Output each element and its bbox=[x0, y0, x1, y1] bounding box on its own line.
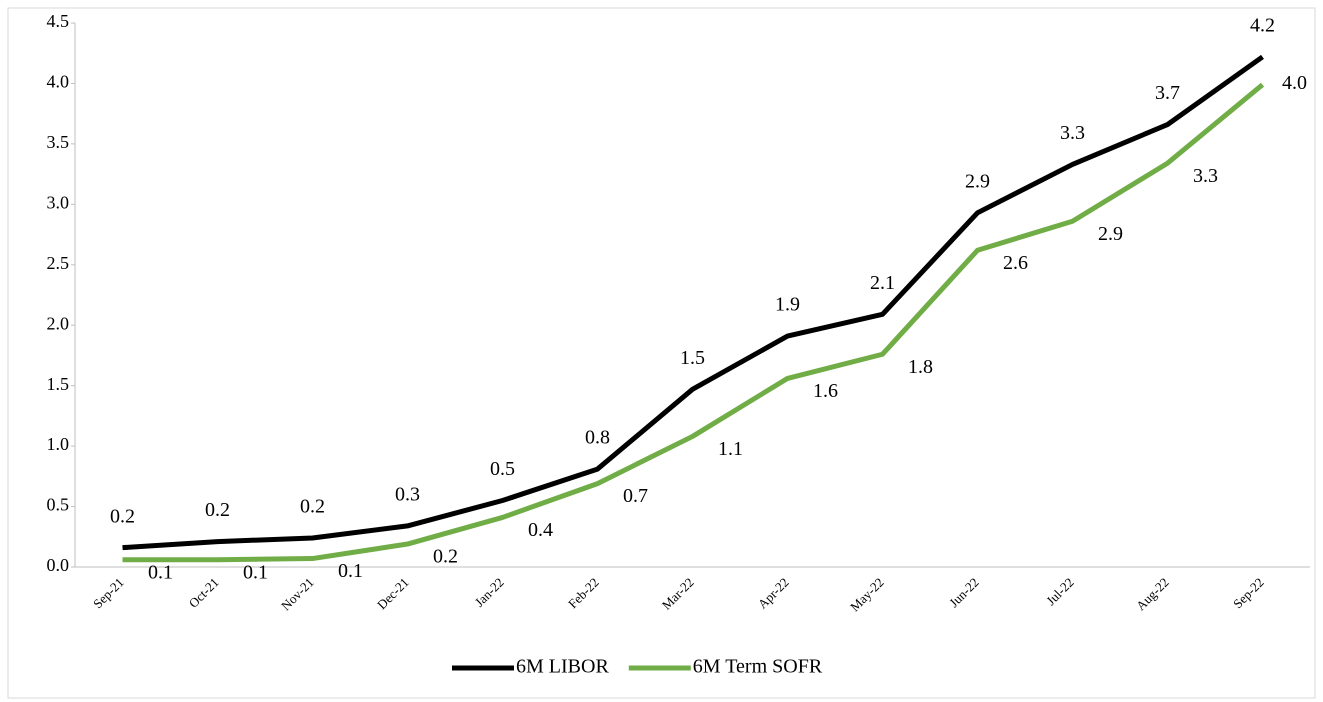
y-tick-label: 4.5 bbox=[47, 11, 70, 31]
y-tick-label: 1.0 bbox=[47, 434, 70, 454]
data-label: 1.6 bbox=[813, 380, 838, 402]
legend-label: 6M Term SOFR bbox=[693, 656, 823, 678]
data-label: 2.9 bbox=[1098, 223, 1123, 245]
data-label: 0.2 bbox=[433, 546, 458, 568]
legend-label: 6M LIBOR bbox=[516, 656, 609, 678]
data-label: 0.8 bbox=[585, 427, 610, 449]
data-label: 0.1 bbox=[148, 561, 173, 583]
y-tick-label: 4.0 bbox=[47, 72, 70, 92]
data-label: 0.1 bbox=[338, 560, 363, 582]
data-label: 3.7 bbox=[1155, 82, 1180, 104]
data-label: 0.2 bbox=[300, 496, 325, 518]
y-tick-label: 3.0 bbox=[47, 192, 70, 212]
series-line bbox=[122, 54, 1264, 551]
y-tick-label: 2.5 bbox=[47, 253, 70, 273]
data-label: 4.2 bbox=[1250, 14, 1275, 36]
data-label: 0.5 bbox=[490, 458, 515, 480]
data-label: 0.4 bbox=[528, 519, 553, 541]
y-tick-label: 1.5 bbox=[47, 374, 70, 394]
data-label: 1.5 bbox=[680, 347, 705, 369]
data-label: 2.9 bbox=[965, 170, 990, 192]
y-tick-label: 2.0 bbox=[47, 313, 70, 333]
data-label: 0.3 bbox=[395, 483, 420, 505]
data-label: 1.1 bbox=[718, 438, 743, 460]
data-label: 1.8 bbox=[908, 356, 933, 378]
y-tick-label: 0.0 bbox=[47, 555, 70, 575]
data-label: 0.7 bbox=[623, 485, 648, 507]
data-label: 0.1 bbox=[243, 561, 268, 583]
data-label: 1.9 bbox=[775, 294, 800, 316]
series-line bbox=[122, 82, 1265, 563]
y-tick-label: 3.5 bbox=[47, 132, 70, 152]
y-tick-label: 0.5 bbox=[47, 495, 70, 515]
data-label: 2.6 bbox=[1003, 252, 1028, 274]
data-label: 3.3 bbox=[1060, 122, 1085, 144]
data-label: 0.2 bbox=[110, 505, 135, 527]
chart-frame bbox=[7, 7, 1316, 699]
data-label: 3.3 bbox=[1193, 165, 1218, 187]
data-label: 0.2 bbox=[205, 499, 230, 521]
data-label: 2.1 bbox=[870, 272, 895, 294]
data-label: 4.0 bbox=[1282, 72, 1307, 94]
